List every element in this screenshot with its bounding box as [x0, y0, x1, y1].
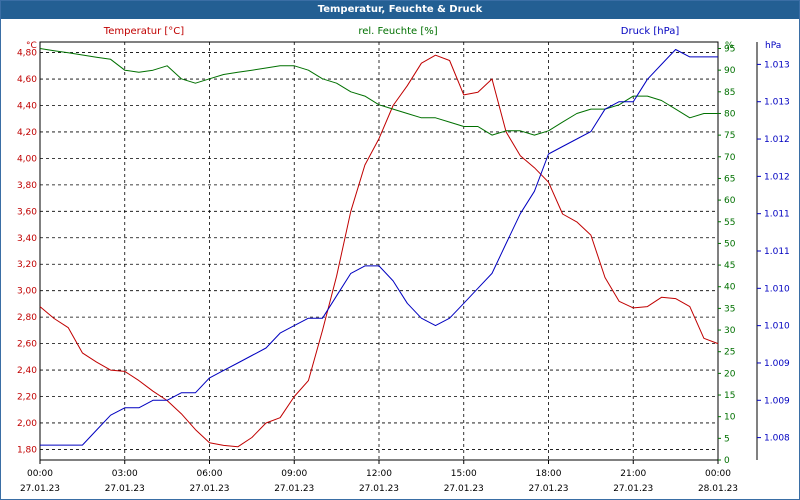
humidity-tick-label: 15: [724, 391, 735, 401]
x-tick-label-time: 00:00: [27, 469, 53, 479]
pressure-tick-label: 1.013: [764, 60, 790, 70]
pressure-tick-label: 1.008: [764, 434, 790, 444]
pressure-tick-label: 1.010: [764, 284, 790, 294]
humidity-tick-label: 90: [724, 66, 736, 76]
humidity-tick-label: 70: [724, 153, 736, 163]
x-tick-label-date: 27.01.23: [20, 484, 60, 494]
x-tick-label-time: 06:00: [197, 469, 223, 479]
humidity-tick-label: 0: [724, 456, 730, 466]
x-tick-label-date: 27.01.23: [444, 484, 484, 494]
humidity-tick-label: 10: [724, 413, 736, 423]
x-tick-label-date: 27.01.23: [528, 484, 568, 494]
pressure-tick-label: 1.012: [764, 172, 790, 182]
pressure-tick-label: 1.009: [764, 396, 790, 406]
axis-title-humidity: rel. Feuchte [%]: [358, 26, 437, 37]
humidity-tick-label: 20: [724, 369, 736, 379]
x-tick-label-date: 27.01.23: [274, 484, 314, 494]
temperature-tick-label: 2,40: [17, 366, 37, 376]
temperature-tick-label: 1,80: [17, 445, 37, 455]
x-tick-label-time: 03:00: [112, 469, 138, 479]
unit-temperature: °C: [26, 41, 37, 51]
humidity-tick-label: 55: [724, 218, 735, 228]
humidity-tick-label: 95: [724, 44, 735, 54]
humidity-tick-label: 30: [724, 326, 736, 336]
x-tick-label-time: 09:00: [281, 469, 307, 479]
pressure-tick-label: 1.011: [764, 247, 790, 257]
temperature-tick-label: 4,40: [17, 101, 37, 111]
pressure-tick-label: 1.012: [764, 135, 790, 145]
pressure-tick-label: 1.013: [764, 98, 790, 108]
temperature-tick-label: 3,80: [17, 181, 37, 191]
temperature-tick-label: 3,40: [17, 234, 37, 244]
x-tick-label-date: 27.01.23: [359, 484, 399, 494]
axis-title-pressure: Druck [hPa]: [621, 26, 680, 37]
x-tick-label-date: 27.01.23: [105, 484, 145, 494]
temperature-tick-label: 4,00: [17, 154, 37, 164]
x-tick-label-time: 18:00: [536, 469, 562, 479]
temperature-tick-label: 4,80: [17, 49, 37, 59]
temperature-tick-label: 2,00: [17, 419, 37, 429]
temperature-tick-label: 2,80: [17, 313, 37, 323]
temperature-tick-label: 3,60: [17, 207, 37, 217]
temperature-tick-label: 4,60: [17, 75, 37, 85]
axis-title-temperature: Temperatur [°C]: [103, 26, 184, 37]
humidity-tick-label: 5: [724, 434, 730, 444]
temperature-tick-label: 2,60: [17, 340, 37, 350]
temperature-tick-label: 4,20: [17, 128, 37, 138]
unit-humidity: %: [725, 41, 734, 51]
series-line-temperature: [39, 54, 719, 448]
humidity-tick-label: 50: [724, 239, 736, 249]
x-tick-label-time: 12:00: [366, 469, 392, 479]
humidity-tick-label: 80: [724, 109, 736, 119]
x-tick-label-time: 15:00: [451, 469, 477, 479]
humidity-tick-label: 45: [724, 261, 735, 271]
x-tick-label-date: 28.01.23: [698, 484, 738, 494]
humidity-tick-label: 60: [724, 196, 736, 206]
series-line-pressure: [40, 49, 718, 446]
x-tick-label-date: 27.01.23: [613, 484, 653, 494]
pressure-tick-label: 1.011: [764, 210, 790, 220]
pressure-tick-label: 1.009: [764, 359, 790, 369]
temperature-tick-label: 3,20: [17, 260, 37, 270]
humidity-tick-label: 85: [724, 88, 735, 98]
label-layer: 00:00 27.01.23 03:00 27.01.23 06:00 27.01.23 0…: [17, 44, 790, 494]
x-tick-label-time: 21:00: [620, 469, 646, 479]
temperature-tick-label: 3,00: [17, 287, 37, 297]
unit-pressure: hPa: [765, 41, 781, 51]
x-tick-label-date: 27.01.23: [189, 484, 229, 494]
humidity-tick-label: 40: [724, 283, 736, 293]
humidity-tick-label: 65: [724, 174, 735, 184]
window-title: Temperatur, Feuchte & Druck: [1, 1, 799, 19]
grid-layer: [39, 41, 761, 464]
temperature-tick-label: 2,20: [17, 393, 37, 403]
humidity-tick-label: 25: [724, 348, 735, 358]
humidity-tick-label: 75: [724, 131, 735, 141]
humidity-tick-label: 35: [724, 304, 735, 314]
series-layer: [39, 48, 719, 448]
x-tick-label-time: 00:00: [705, 469, 731, 479]
pressure-tick-label: 1.010: [764, 322, 790, 332]
